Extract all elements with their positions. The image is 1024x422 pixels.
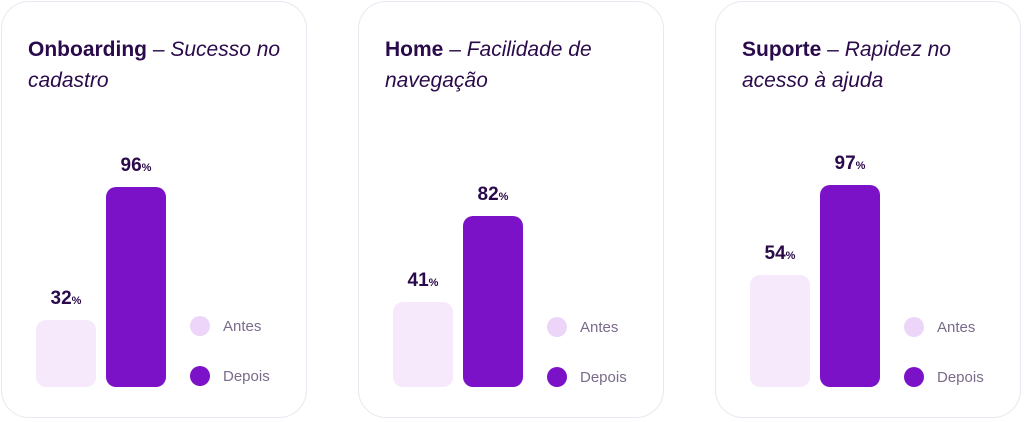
value-label-depois: 96%: [96, 155, 176, 179]
chart-card-home: Home – Facilidade de navegação 41% 82% A…: [358, 1, 664, 418]
legend-item-antes: Antes: [904, 316, 975, 338]
chart-card-suporte: Suporte – Rapidez no acesso à ajuda 54% …: [715, 1, 1021, 418]
title-separator: –: [821, 38, 845, 61]
title-separator: –: [443, 38, 467, 61]
legend-item-antes: Antes: [190, 315, 261, 337]
legend-dot-antes: [547, 317, 567, 337]
title-bold: Suporte: [742, 38, 822, 61]
title-bold: Onboarding: [28, 38, 147, 61]
value-number: 82: [477, 184, 499, 205]
card-title: Home – Facilidade de navegação: [385, 34, 647, 96]
bar-antes: [393, 302, 453, 387]
legend-dot-depois: [547, 367, 567, 387]
legend-label-antes: Antes: [223, 317, 262, 335]
title-separator: –: [147, 38, 171, 61]
value-label-antes: 54%: [740, 243, 820, 267]
legend-label-antes: Antes: [937, 318, 976, 336]
title-italic: Rapidez no acesso à ajuda: [742, 38, 951, 92]
value-number: 96: [120, 155, 142, 176]
legend-dot-antes: [904, 317, 924, 337]
title-italic: Facilidade de navegação: [385, 38, 592, 92]
legend-label-antes: Antes: [580, 318, 619, 336]
legend-dot-depois: [190, 366, 210, 386]
bar-depois: [463, 216, 523, 387]
value-unit: %: [428, 277, 439, 289]
legend-label-depois: Depois: [223, 367, 270, 385]
chart-card-onboarding: Onboarding – Sucesso no cadastro 32% 96%…: [1, 1, 307, 418]
bar-antes: [36, 320, 96, 387]
value-unit: %: [498, 191, 509, 203]
value-number: 32: [50, 288, 72, 309]
legend-label-depois: Depois: [937, 368, 984, 386]
value-number: 97: [834, 153, 856, 174]
bar-antes: [750, 275, 810, 387]
value-unit: %: [855, 160, 866, 172]
bar-depois: [106, 187, 166, 387]
legend-dot-antes: [190, 316, 210, 336]
legend-item-depois: Depois: [190, 365, 270, 387]
legend-item-antes: Antes: [547, 316, 618, 338]
legend-dot-depois: [904, 367, 924, 387]
value-label-depois: 97%: [810, 153, 890, 177]
bar-depois: [820, 185, 880, 387]
value-unit: %: [141, 162, 152, 174]
value-number: 41: [407, 270, 429, 291]
legend-item-depois: Depois: [547, 366, 627, 388]
value-label-antes: 32%: [26, 288, 106, 312]
value-unit: %: [785, 250, 796, 262]
title-bold: Home: [385, 38, 444, 61]
value-label-antes: 41%: [383, 270, 463, 294]
title-italic: Sucesso no cadastro: [28, 38, 281, 92]
card-title: Suporte – Rapidez no acesso à ajuda: [742, 34, 1004, 96]
legend-item-depois: Depois: [904, 366, 984, 388]
value-number: 54: [764, 243, 786, 264]
legend-label-depois: Depois: [580, 368, 627, 386]
card-title: Onboarding – Sucesso no cadastro: [28, 34, 290, 96]
value-unit: %: [71, 295, 82, 307]
value-label-depois: 82%: [453, 184, 533, 208]
